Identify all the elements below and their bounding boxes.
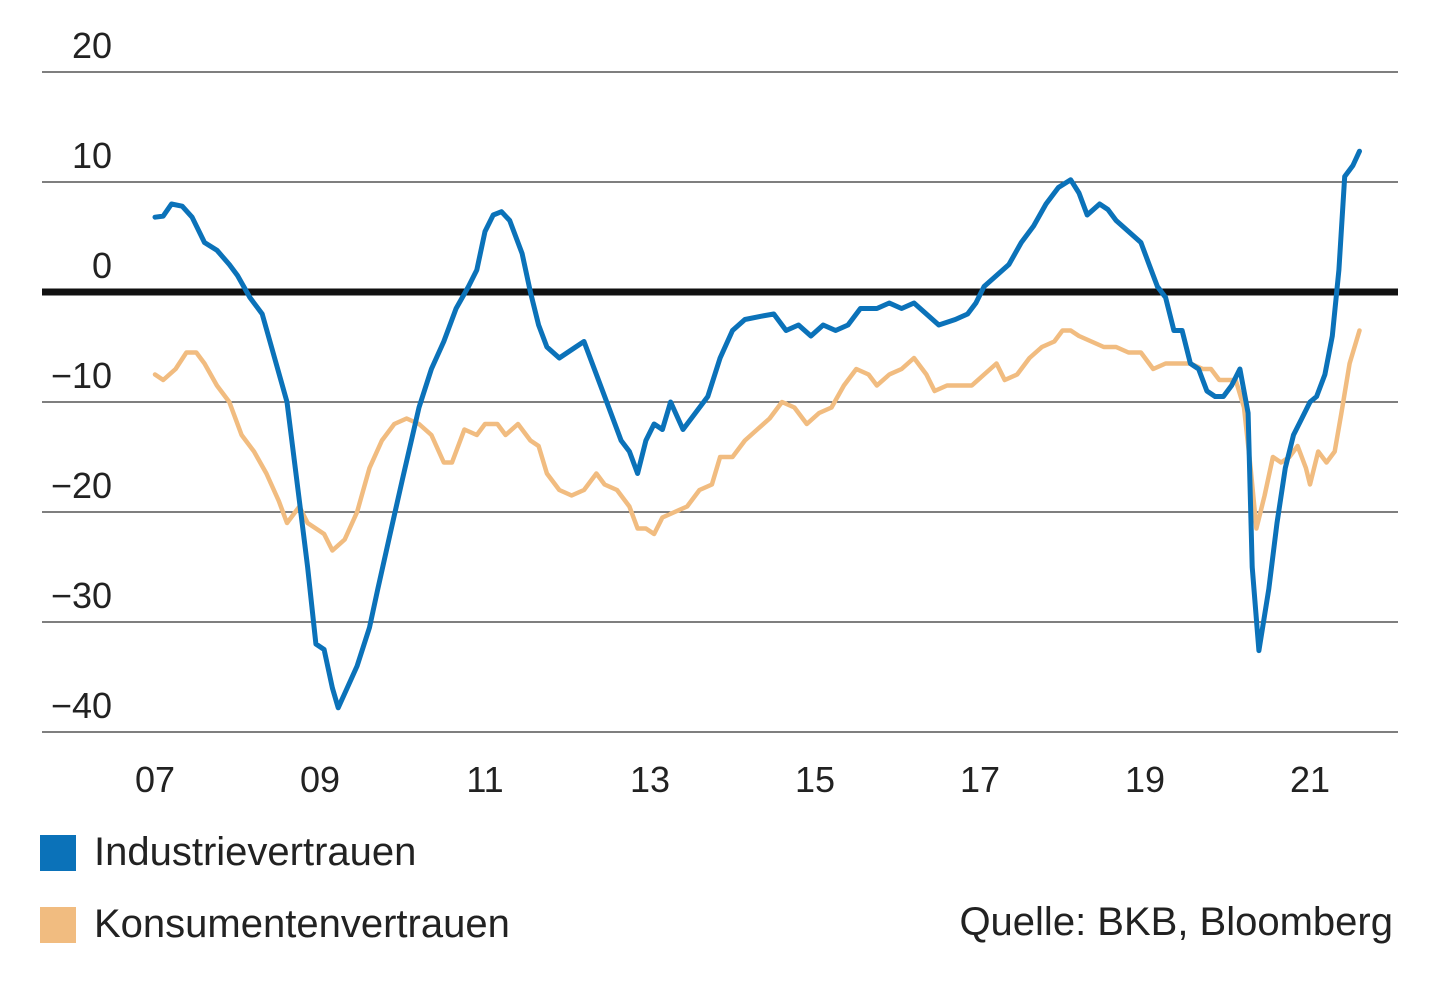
legend-item-konsumentenvertrauen: Konsumentenvertrauen — [40, 902, 510, 947]
y-axis-ticks: 20 10 0 −10 −20 −30 −40 — [51, 25, 112, 726]
y-tick-label: −40 — [51, 685, 112, 726]
gridlines — [42, 71, 1398, 733]
source-note: Quelle: BKB, Bloomberg — [959, 900, 1393, 944]
x-tick-label: 13 — [630, 759, 670, 800]
x-tick-label: 11 — [466, 759, 503, 800]
y-tick-label: −20 — [51, 465, 112, 506]
y-tick-label: 10 — [72, 135, 112, 176]
x-tick-label: 07 — [135, 759, 175, 800]
x-tick-label: 15 — [795, 759, 835, 800]
x-tick-label: 09 — [300, 759, 340, 800]
legend-swatch-industrievertrauen — [40, 834, 76, 871]
legend-label-konsumentenvertrauen: Konsumentenvertrauen — [94, 902, 510, 946]
y-tick-label: 0 — [92, 245, 112, 286]
y-tick-label: −10 — [51, 355, 112, 396]
series-line-konsumentenvertrauen — [152, 328, 1362, 553]
x-tick-label: 17 — [960, 759, 1000, 800]
x-tick-label: 21 — [1290, 759, 1330, 800]
y-tick-label: −30 — [51, 575, 112, 616]
x-axis-ticks: 07 09 11 13 15 17 19 21 — [135, 759, 1330, 800]
legend-label-industrievertrauen: Industrievertrauen — [94, 830, 417, 874]
series-lines — [152, 148, 1362, 711]
y-tick-label: 20 — [72, 25, 112, 66]
legend-item-industrievertrauen: Industrievertrauen — [40, 830, 416, 875]
x-tick-label: 19 — [1125, 759, 1165, 800]
series-line-industrievertrauen — [152, 148, 1362, 711]
legend-swatch-konsumentenvertrauen — [40, 906, 76, 943]
